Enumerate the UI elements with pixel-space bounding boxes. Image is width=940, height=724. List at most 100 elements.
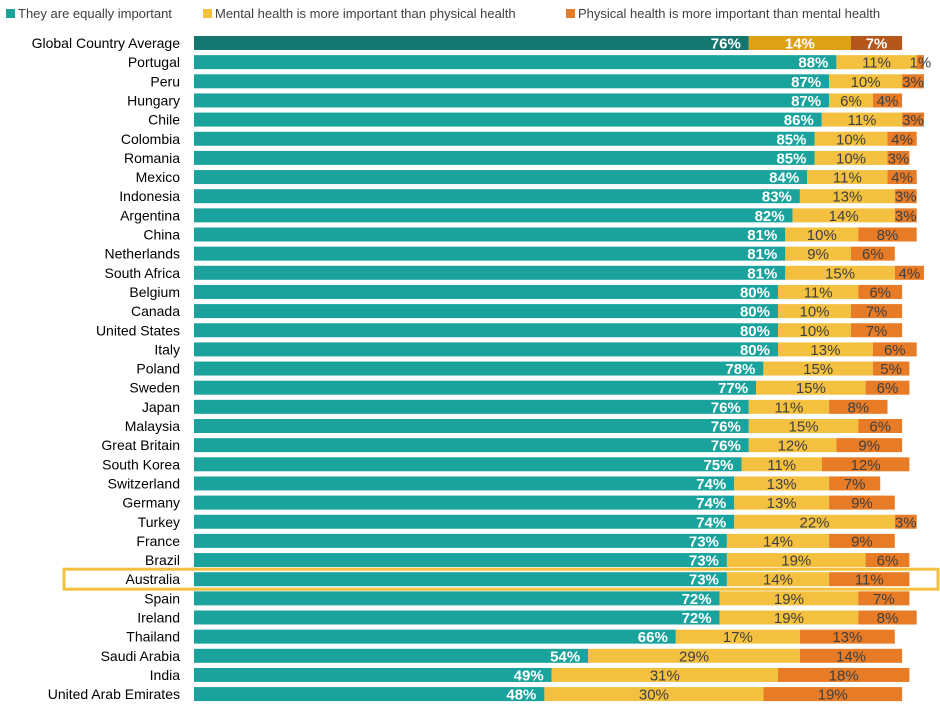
value-label-united-states-series-2: 10% [799, 323, 829, 340]
legend-swatch-1 [6, 9, 15, 18]
legend-label-1: They are equally important [18, 6, 172, 21]
bar-switzerland-series-1 [194, 476, 735, 491]
value-label-argentina-series-1: 82% [755, 208, 785, 225]
category-label-great-britain: Great Britain [101, 437, 180, 453]
value-label-brazil-series-3: 6% [877, 553, 899, 570]
bar-india-series-3 [778, 667, 910, 682]
bar-china-series-3 [858, 227, 917, 242]
value-label-romania-series-2: 10% [836, 150, 866, 167]
value-label-sweden-series-1: 77% [718, 380, 748, 397]
legend-swatch-3 [566, 9, 575, 18]
value-label-united-arab-emirates-series-2: 30% [639, 687, 669, 704]
bar-colombia-series-3 [887, 131, 917, 146]
bar-south-africa-series-2 [785, 265, 895, 280]
value-label-great-britain-series-2: 12% [778, 438, 808, 455]
value-label-australia-series-3: 11% [855, 572, 884, 589]
bar-portugal-series-2 [836, 55, 917, 70]
value-label-saudi-arabia-series-2: 29% [679, 648, 709, 665]
bar-thailand-series-3 [799, 629, 895, 644]
value-label-peru-series-3: 3% [902, 74, 924, 91]
value-label-sweden-series-3: 6% [877, 380, 899, 397]
bar-portugal-series-1 [194, 55, 837, 70]
value-label-hungary-series-3: 4% [877, 93, 899, 110]
bar-spain-series-3 [858, 591, 910, 606]
category-label-south-africa: South Africa [105, 265, 181, 281]
bar-great-britain-series-3 [836, 438, 903, 453]
value-label-mexico-series-1: 84% [769, 170, 799, 187]
category-label-global-country-average: Global Country Average [32, 35, 181, 51]
bar-turkey-series-1 [194, 514, 735, 529]
value-label-australia-series-2: 14% [763, 572, 793, 589]
value-label-portugal-series-1: 88% [798, 55, 828, 72]
bar-chile-series-2 [821, 112, 903, 127]
value-label-italy-series-3: 6% [884, 342, 906, 359]
bar-spain-series-2 [719, 591, 859, 606]
bar-japan-series-2 [748, 399, 830, 414]
bar-switzerland-series-3 [829, 476, 881, 491]
chart-legend: They are equally important Mental health … [6, 6, 880, 21]
bar-belgium-series-2 [778, 284, 859, 299]
bar-india-series-1 [194, 667, 552, 682]
value-label-china-series-3: 8% [877, 227, 899, 244]
bar-hungary-series-1 [194, 93, 830, 108]
value-label-colombia-series-1: 85% [776, 131, 806, 148]
value-label-sweden-series-2: 15% [796, 380, 826, 397]
bar-germany-series-3 [829, 495, 895, 510]
category-label-turkey: Turkey [138, 514, 180, 530]
value-label-argentina-series-3: 3% [895, 208, 917, 225]
value-label-united-states-series-3: 7% [866, 323, 888, 340]
value-label-india-series-1: 49% [514, 667, 544, 684]
bar-peru-series-1 [194, 74, 830, 89]
bar-thailand-series-2 [675, 629, 800, 644]
value-label-japan-series-2: 11% [774, 399, 803, 416]
category-label-chile: Chile [148, 112, 180, 128]
legend-label-3: Physical health is more important than m… [578, 6, 880, 21]
category-label-saudi-arabia: Saudi Arabia [101, 648, 181, 664]
value-label-australia-series-1: 73% [689, 572, 719, 589]
value-label-belgium-series-1: 80% [740, 284, 770, 301]
bar-germany-series-1 [194, 495, 735, 510]
value-label-poland-series-1: 78% [725, 361, 755, 378]
value-label-malaysia-series-1: 76% [711, 419, 741, 436]
value-label-netherlands-series-3: 6% [862, 246, 884, 263]
bar-hungary-series-3 [872, 93, 903, 108]
bar-germany-series-2 [734, 495, 830, 510]
bar-belgium-series-1 [194, 284, 778, 299]
value-label-spain-series-3: 7% [873, 591, 895, 608]
value-label-italy-series-1: 80% [740, 342, 770, 359]
bar-south-africa-series-1 [194, 265, 786, 280]
bar-japan-series-3 [829, 399, 888, 414]
value-label-mexico-series-3: 4% [891, 170, 913, 187]
bar-romania-series-3 [887, 150, 910, 165]
value-label-colombia-series-3: 4% [891, 131, 913, 148]
value-label-germany-series-3: 9% [851, 495, 873, 512]
value-label-france-series-1: 73% [689, 533, 719, 550]
bar-sweden-series-2 [756, 380, 866, 395]
value-label-india-series-2: 31% [650, 667, 680, 684]
category-label-china: China [143, 227, 180, 243]
value-label-chile-series-3: 3% [902, 112, 924, 129]
category-label-thailand: Thailand [126, 629, 180, 645]
bar-great-britain-series-2 [748, 438, 837, 453]
bar-thailand-series-1 [194, 629, 676, 644]
value-label-argentina-series-2: 14% [829, 208, 859, 225]
bar-malaysia-series-3 [858, 419, 903, 433]
value-label-turkey-series-2: 22% [799, 514, 829, 531]
value-label-india-series-3: 18% [829, 667, 859, 684]
value-label-thailand-series-3: 13% [832, 629, 862, 646]
bar-romania-series-2 [814, 150, 888, 165]
value-label-chile-series-2: 11% [847, 112, 876, 129]
bar-china-series-2 [785, 227, 859, 242]
value-label-indonesia-series-3: 3% [895, 189, 917, 206]
value-label-great-britain-series-1: 76% [711, 438, 741, 455]
category-label-canada: Canada [131, 303, 180, 319]
value-label-malaysia-series-3: 6% [869, 419, 891, 436]
category-label-south-korea: South Korea [102, 456, 180, 472]
category-label-poland: Poland [136, 361, 180, 377]
bar-italy-series-3 [872, 342, 917, 357]
value-label-saudi-arabia-series-3: 14% [836, 648, 866, 665]
value-label-south-africa-series-3: 4% [899, 265, 921, 282]
bar-south-korea-series-1 [194, 457, 742, 472]
bar-brazil-series-2 [726, 553, 866, 568]
value-label-united-arab-emirates-series-1: 48% [506, 687, 536, 704]
